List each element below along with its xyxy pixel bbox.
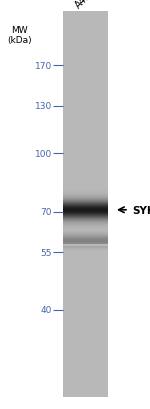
Bar — [63, 199, 108, 200]
Text: (kDa): (kDa) — [7, 36, 32, 45]
Bar — [63, 233, 108, 234]
Text: SYK: SYK — [132, 205, 150, 215]
Bar — [63, 196, 108, 197]
Bar — [63, 214, 108, 215]
Text: 100: 100 — [34, 149, 52, 158]
Bar — [63, 226, 108, 227]
Bar — [63, 211, 108, 212]
Bar — [63, 247, 108, 248]
Bar — [63, 198, 108, 199]
Bar — [63, 216, 108, 217]
Bar — [63, 207, 108, 208]
Bar — [63, 250, 108, 251]
Bar — [63, 225, 108, 226]
Bar — [63, 243, 108, 244]
Bar — [63, 212, 108, 213]
Bar — [63, 232, 108, 233]
Bar — [63, 200, 108, 201]
Bar — [63, 220, 108, 221]
Bar — [63, 208, 108, 209]
Bar — [63, 12, 108, 397]
Bar — [63, 245, 108, 246]
Text: 55: 55 — [40, 248, 52, 257]
Bar — [63, 191, 108, 192]
Bar — [63, 239, 108, 240]
Bar — [63, 193, 108, 194]
Text: 130: 130 — [34, 102, 52, 111]
Bar — [63, 241, 108, 242]
Bar — [63, 235, 108, 236]
Bar — [63, 242, 108, 243]
Bar — [63, 240, 108, 241]
Bar — [63, 194, 108, 196]
Bar — [63, 206, 108, 207]
Bar — [63, 234, 108, 235]
Bar — [63, 237, 108, 238]
Bar — [63, 222, 108, 223]
Bar — [63, 201, 108, 202]
Bar — [63, 192, 108, 193]
Text: A431: A431 — [73, 0, 98, 10]
Bar — [63, 205, 108, 206]
Text: 170: 170 — [34, 62, 52, 71]
Bar — [63, 204, 108, 205]
Bar — [63, 202, 108, 203]
Bar — [63, 213, 108, 214]
Bar — [63, 229, 108, 230]
Bar — [63, 218, 108, 219]
Bar — [63, 209, 108, 210]
Bar — [63, 221, 108, 222]
Bar — [63, 238, 108, 239]
Bar — [63, 244, 108, 245]
Text: 70: 70 — [40, 208, 52, 217]
Bar — [63, 219, 108, 220]
Bar — [63, 217, 108, 218]
Bar — [63, 215, 108, 216]
Bar — [63, 249, 108, 250]
Bar — [63, 246, 108, 247]
Bar — [63, 227, 108, 228]
Text: MW: MW — [11, 26, 28, 35]
Bar — [63, 231, 108, 232]
Bar — [63, 224, 108, 225]
Bar — [63, 223, 108, 224]
Bar — [63, 228, 108, 229]
Bar — [63, 248, 108, 249]
Text: 40: 40 — [40, 306, 52, 315]
Bar — [63, 203, 108, 204]
Bar — [63, 210, 108, 211]
Bar — [63, 236, 108, 237]
